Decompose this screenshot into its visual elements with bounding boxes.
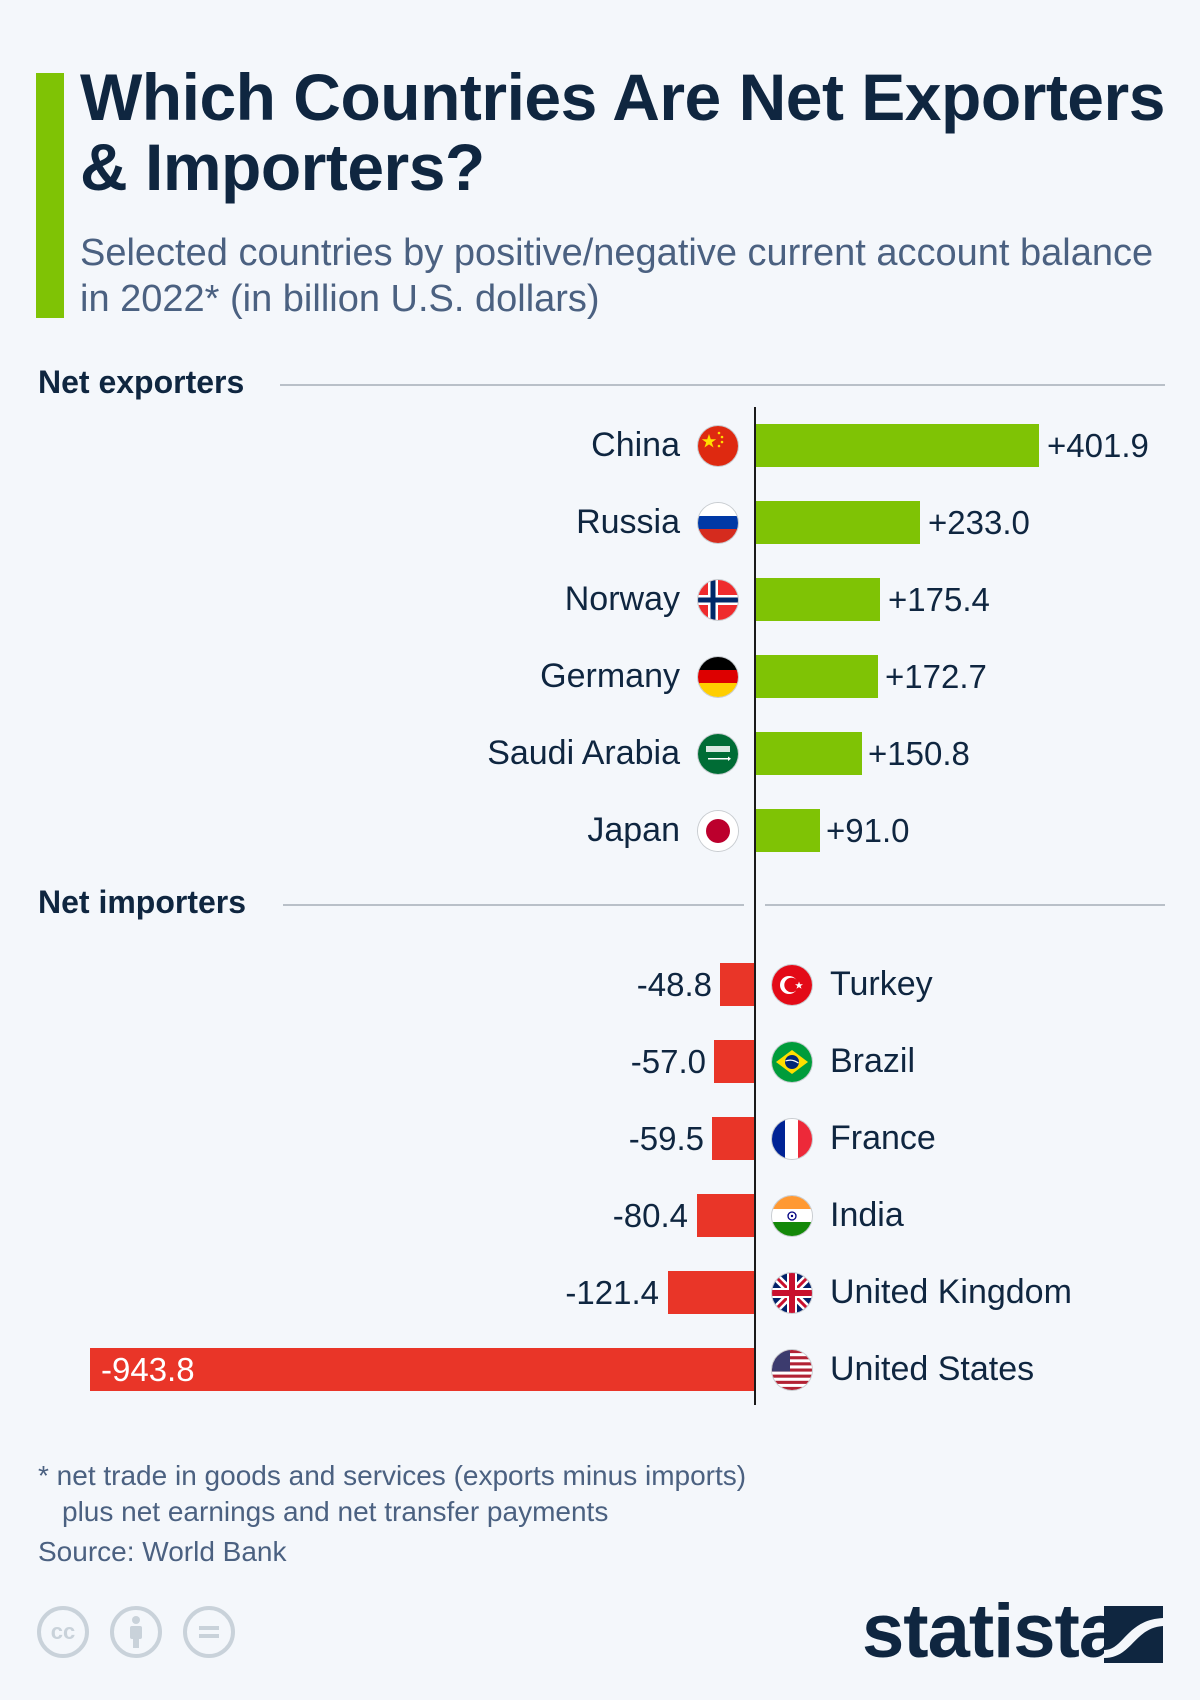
value-label: -48.8 <box>636 966 712 1003</box>
country-label: Norway <box>564 580 680 618</box>
bar <box>697 1194 754 1237</box>
bar <box>756 424 1039 467</box>
country-label: United States <box>830 1350 1035 1388</box>
cc-icon[interactable]: cc <box>37 1606 89 1658</box>
norway-flag-icon <box>698 580 738 620</box>
country-label: France <box>830 1119 936 1157</box>
uk-flag-icon <box>772 1273 812 1313</box>
bar <box>756 655 878 698</box>
country-label: United Kingdom <box>830 1273 1072 1311</box>
importers-divider-right <box>765 904 1165 906</box>
bar <box>90 1348 754 1391</box>
value-label: +150.8 <box>868 735 970 772</box>
value-label: -121.4 <box>565 1274 659 1311</box>
france-flag-icon <box>772 1119 812 1159</box>
value-label: +172.7 <box>885 658 987 695</box>
value-label: +91.0 <box>826 812 910 849</box>
value-label: +175.4 <box>888 581 990 618</box>
turkey-flag-icon <box>772 965 812 1005</box>
country-label: India <box>830 1196 904 1234</box>
bar <box>714 1040 754 1083</box>
value-label: +401.9 <box>1047 427 1149 464</box>
section-label-importers: Net importers <box>38 884 247 920</box>
russia-flag-icon <box>698 503 738 543</box>
country-label: Brazil <box>830 1042 916 1080</box>
bar <box>720 963 754 1006</box>
bar <box>712 1117 754 1160</box>
india-flag-icon <box>772 1196 812 1236</box>
brazil-flag-icon <box>772 1042 812 1082</box>
country-label: Turkey <box>830 965 933 1003</box>
china-flag-icon <box>698 426 738 466</box>
value-label: -57.0 <box>630 1043 706 1080</box>
us-flag-icon <box>772 1350 812 1390</box>
country-label: Japan <box>587 811 680 849</box>
japan-flag-icon <box>698 811 738 851</box>
value-label: -59.5 <box>628 1120 704 1157</box>
bar <box>756 809 820 852</box>
value-label: +233.0 <box>928 504 1030 541</box>
country-label: Germany <box>540 657 680 695</box>
source-label: Source: World Bank <box>38 1536 287 1567</box>
bar <box>756 501 920 544</box>
zero-axis <box>754 407 756 1405</box>
saudi-arabia-flag-icon <box>698 734 738 774</box>
exporters-divider <box>280 384 1165 386</box>
footnote-line-2: plus net earnings and net transfer payme… <box>62 1496 609 1527</box>
statista-logo-icon[interactable] <box>1104 1606 1163 1663</box>
bar <box>756 732 862 775</box>
no-derivatives-icon[interactable] <box>183 1606 235 1658</box>
footnote-line-1: * net trade in goods and services (expor… <box>38 1460 747 1491</box>
bar <box>668 1271 754 1314</box>
value-label: -80.4 <box>612 1197 688 1234</box>
importers-divider-left <box>283 904 744 906</box>
chart-subtitle: Selected countries by positive/negative … <box>80 232 1154 320</box>
country-label: Russia <box>576 503 680 541</box>
statista-logo[interactable]: statista <box>862 1589 1121 1674</box>
value-label: -943.8 <box>101 1351 195 1388</box>
title-accent-bar <box>36 73 64 318</box>
country-label: Saudi Arabia <box>487 734 680 772</box>
germany-flag-icon <box>698 657 738 697</box>
country-label: China <box>591 426 680 464</box>
chart-title: Which Countries Are Net Exporters & Impo… <box>80 60 1165 204</box>
bar <box>756 578 880 621</box>
attribution-icon[interactable] <box>110 1606 162 1658</box>
section-label-exporters: Net exporters <box>38 364 245 400</box>
